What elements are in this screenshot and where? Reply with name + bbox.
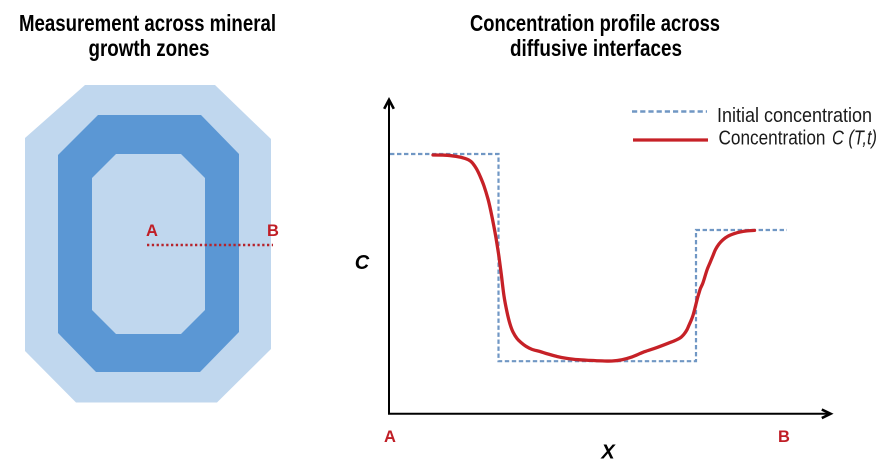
svg-text:C: C [355, 252, 370, 274]
svg-text:B: B [267, 222, 279, 240]
svg-text:Initial concentration: Initial concentration [717, 105, 872, 127]
svg-text:Concentration profile across: Concentration profile across [470, 10, 720, 36]
svg-text:diffusive interfaces: diffusive interfaces [510, 35, 682, 61]
svg-text:growth zones: growth zones [89, 35, 210, 61]
svg-text:B: B [778, 428, 790, 446]
svg-text:Concentration: Concentration [719, 128, 826, 150]
svg-text:X: X [600, 442, 616, 464]
svg-text:Measurement across mineral: Measurement across mineral [19, 10, 276, 36]
svg-text:A: A [384, 428, 396, 446]
svg-text:C (T,t): C (T,t) [832, 128, 877, 150]
svg-text:A: A [146, 222, 158, 240]
